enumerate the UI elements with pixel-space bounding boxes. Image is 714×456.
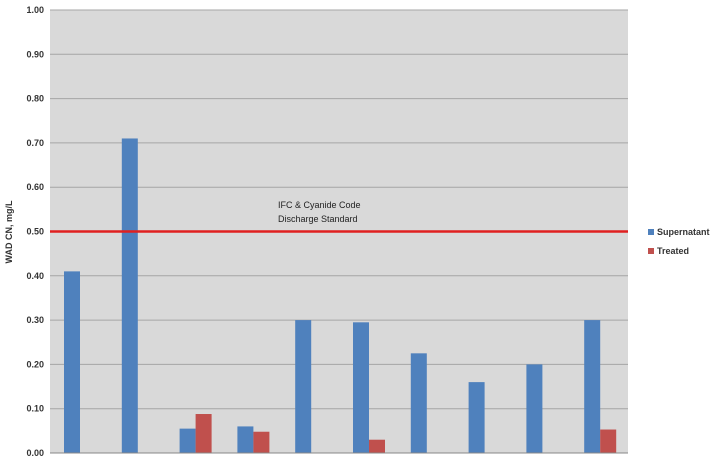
- y-axis-title: WAD CN, mg/L: [4, 200, 14, 263]
- bar-supernatant: [584, 320, 601, 453]
- bars: [64, 138, 617, 453]
- bar-treated: [600, 429, 617, 453]
- bar-supernatant: [526, 364, 543, 453]
- y-tick-label: 0.70: [26, 138, 44, 148]
- legend: Supernatant Treated: [648, 227, 710, 256]
- bar-treated: [195, 414, 212, 453]
- y-tick-label: 0.00: [26, 448, 44, 456]
- y-tick-label: 0.90: [26, 49, 44, 59]
- y-tick-label: 0.80: [26, 94, 44, 104]
- bar-supernatant: [121, 138, 138, 453]
- bar-supernatant: [353, 322, 369, 453]
- legend-label-supernatant: Supernatant: [657, 227, 710, 237]
- annotation-line-2: Discharge Standard: [278, 214, 358, 224]
- y-tick-label: 1.00: [26, 5, 44, 15]
- bar-supernatant: [295, 320, 312, 453]
- legend-label-treated: Treated: [657, 246, 689, 256]
- bar-treated: [253, 431, 270, 453]
- bar-supernatant: [468, 382, 485, 453]
- bar-supernatant: [237, 426, 254, 453]
- y-tick-label: 0.10: [26, 404, 44, 414]
- y-tick-label: 0.40: [26, 271, 44, 281]
- y-tick-label: 0.20: [26, 359, 44, 369]
- y-tick-labels: 0.00 0.10 0.20 0.30 0.40 0.50 0.60 0.70 0.80 0.90…: [26, 5, 44, 456]
- legend-swatch-treated: [648, 248, 654, 254]
- y-tick-label: 0.30: [26, 315, 44, 325]
- bar-supernatant: [410, 353, 427, 453]
- legend-swatch-supernatant: [648, 229, 654, 235]
- bar-supernatant: [179, 428, 196, 453]
- bar-treated: [369, 439, 385, 453]
- annotation-line-1: IFC & Cyanide Code: [278, 200, 361, 210]
- bar-supernatant: [64, 271, 80, 453]
- y-tick-label: 0.60: [26, 182, 44, 192]
- y-tick-label: 0.50: [26, 227, 44, 237]
- gridlines: [50, 9, 628, 410]
